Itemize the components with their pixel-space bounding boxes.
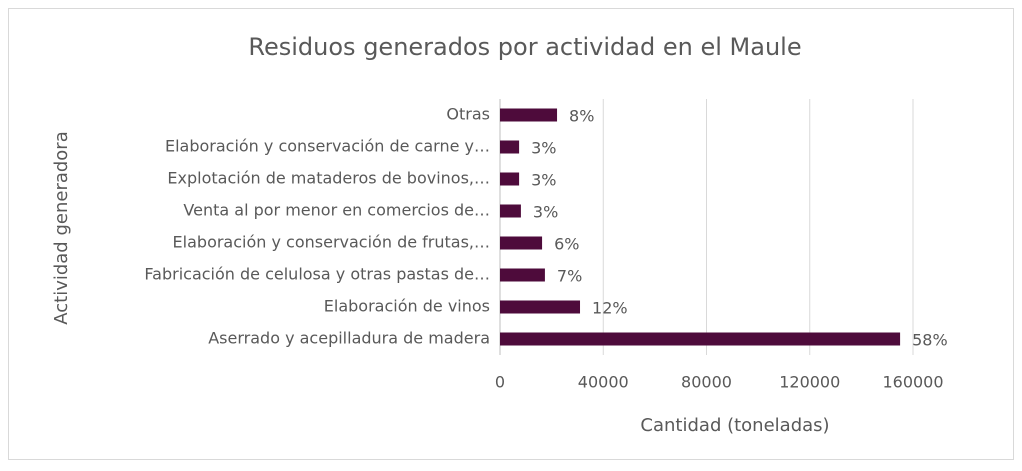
- x-tick-label: 0: [495, 373, 505, 392]
- data-label: 12%: [592, 299, 628, 318]
- data-label: 3%: [533, 203, 558, 222]
- data-label: 7%: [557, 267, 582, 286]
- x-tick-label: 160000: [882, 373, 943, 392]
- chart-title: Residuos generados por actividad en el M…: [248, 33, 801, 61]
- y-tick-label: Venta al por menor en comercios de…: [183, 201, 490, 220]
- bar: [500, 108, 558, 122]
- bar: [500, 268, 545, 282]
- y-tick-label: Aserrado y acepilladura de madera: [208, 329, 490, 348]
- data-label: 8%: [569, 107, 594, 126]
- y-tick-label: Fabricación de celulosa y otras pastas d…: [144, 265, 490, 284]
- y-axis-title: Actividad generadora: [51, 131, 72, 325]
- x-tick-label: 120000: [779, 373, 840, 392]
- y-tick-label: Elaboración y conservación de carne y…: [165, 137, 490, 156]
- bar: [500, 236, 543, 250]
- y-tick-label: Elaboración y conservación de frutas,…: [173, 233, 490, 252]
- data-label: 3%: [531, 171, 556, 190]
- data-label: 58%: [912, 331, 948, 350]
- y-tick-label: Explotación de mataderos de bovinos,…: [167, 169, 490, 188]
- y-tick-label: Otras: [446, 105, 490, 124]
- x-axis-title: Cantidad (toneladas): [640, 415, 829, 436]
- x-tick-label: 80000: [681, 373, 732, 392]
- data-label: 6%: [554, 235, 579, 254]
- data-label: 3%: [531, 139, 556, 158]
- bar: [500, 332, 901, 346]
- bar: [500, 172, 520, 186]
- bar: [500, 140, 520, 154]
- bar: [500, 204, 521, 218]
- y-tick-label: Elaboración de vinos: [324, 297, 490, 316]
- bar: [500, 300, 581, 314]
- x-tick-label: 40000: [578, 373, 629, 392]
- chart-frame: [8, 8, 1014, 460]
